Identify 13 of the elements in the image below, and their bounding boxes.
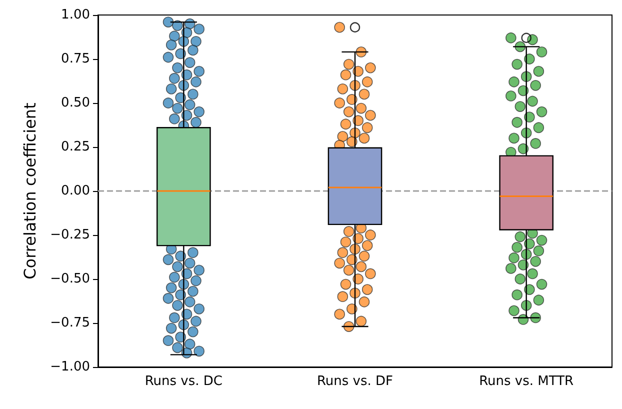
y-tick-label: 0.25 [61,140,90,154]
y-tick-label: 0.75 [61,52,90,66]
y-tick-label: 1.00 [61,8,90,22]
x-tick-label: Runs vs. MTTR [479,374,574,389]
x-tick-label: Runs vs. DF [316,374,394,389]
y-axis-title: Correlation coefficient [20,102,40,280]
y-tick-label: 0.00 [61,184,90,198]
y-tick-label: −0.50 [50,272,90,286]
y-tick-label: 0.50 [61,96,90,110]
y-tick-label: −1.00 [50,360,90,374]
y-tick-label: −0.25 [50,228,90,242]
y-tick-label: −0.75 [50,316,90,330]
x-tick-label: Runs vs. DC [144,374,222,389]
